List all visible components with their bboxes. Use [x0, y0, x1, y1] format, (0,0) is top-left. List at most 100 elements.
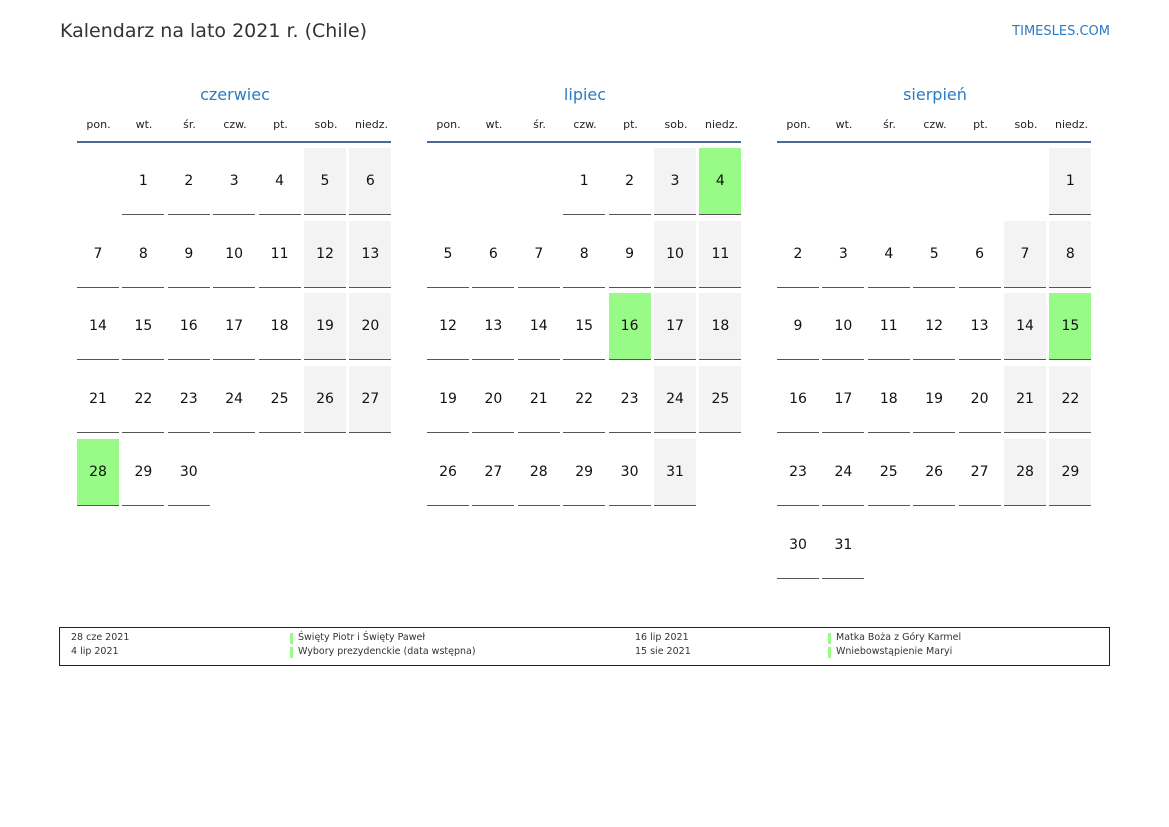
day-cell: 28: [517, 439, 560, 506]
weekday-label: wt.: [485, 118, 503, 131]
day-cell: 30: [167, 439, 210, 506]
legend-date: 16 lip 2021: [635, 632, 689, 643]
month-2: sierpień pon. wt. śr. czw. pt. sob. niedz. 1 2 3 4 5…: [777, 82, 1093, 579]
holiday-marker-icon: [290, 647, 293, 658]
day-cell: 23: [777, 439, 819, 506]
day-cell: 10: [822, 293, 865, 361]
day-cell: 8: [122, 221, 165, 288]
day-cell: 14: [1004, 293, 1046, 361]
day-cell: 24: [822, 439, 865, 506]
holiday-day-cell: 15: [1049, 293, 1092, 361]
day-cell: 17: [822, 366, 865, 434]
day-cell: 25: [258, 366, 301, 434]
day-cell: 5: [913, 221, 956, 288]
day-cell: 18: [258, 293, 301, 361]
legend-date: 4 lip 2021: [71, 646, 119, 657]
site-link[interactable]: TIMESLES.COM: [1012, 24, 1110, 39]
legend-date: 15 sie 2021: [635, 646, 691, 657]
day-cell: 6: [472, 221, 515, 288]
divider: [427, 141, 741, 143]
holiday-marker-icon: [828, 647, 831, 658]
day-cell: 1: [1049, 148, 1092, 215]
day-cell: 26: [913, 439, 956, 506]
day-cell: 11: [867, 293, 910, 361]
day-cell: 3: [654, 148, 696, 215]
weekday-label: pt.: [973, 118, 988, 131]
holiday-legend: 28 cze 2021 Święty Piotr i Święty Paweł …: [59, 627, 1110, 666]
day-cell: 4: [867, 221, 910, 288]
day-cell: 13: [958, 293, 1001, 361]
day-cell: 30: [608, 439, 651, 506]
day-cell: 31: [822, 512, 865, 579]
day-cell: 2: [167, 148, 210, 215]
weekday-label: niedz.: [704, 118, 739, 131]
weekday-label: pon.: [436, 118, 461, 131]
month-name: lipiec: [563, 85, 607, 104]
day-cell: 12: [427, 293, 469, 361]
holiday-marker-icon: [290, 633, 293, 644]
day-cell: 29: [122, 439, 165, 506]
day-cell: 27: [958, 439, 1001, 506]
weekday-label: pt.: [623, 118, 638, 131]
divider: [777, 141, 1091, 143]
weekday-label: pon.: [86, 118, 111, 131]
day-cell: 3: [213, 148, 256, 215]
day-cell: 17: [213, 293, 256, 361]
day-cell: 21: [517, 366, 560, 434]
day-cell: 13: [349, 220, 392, 288]
day-cell: 29: [563, 439, 606, 506]
day-cell: 1: [563, 148, 606, 215]
day-cell: 18: [867, 366, 910, 434]
weekday-label: pon.: [786, 118, 811, 131]
day-cell: 16: [777, 366, 819, 434]
day-cell: 14: [77, 293, 119, 361]
day-cell: 22: [1049, 366, 1092, 434]
day-cell: 22: [563, 366, 606, 434]
weekday-label: czw.: [573, 118, 597, 131]
holiday-day-cell: 28: [77, 438, 119, 506]
day-cell: 19: [304, 293, 346, 361]
month-1: lipiec pon. wt. śr. czw. pt. sob. niedz. 1 2 3 4 5 6 7…: [427, 82, 743, 506]
day-cell: 23: [608, 366, 651, 434]
day-cell: 18: [699, 293, 742, 361]
holiday-day-cell: 4: [699, 148, 742, 215]
day-cell: 16: [167, 293, 210, 361]
day-cell: 11: [258, 221, 301, 288]
page-title: Kalendarz na lato 2021 r. (Chile): [60, 20, 367, 42]
day-cell: 4: [258, 148, 301, 215]
divider: [77, 141, 391, 143]
day-cell: 17: [654, 293, 696, 361]
day-cell: 7: [517, 221, 560, 288]
day-cell: 5: [304, 148, 346, 215]
day-cell: 31: [654, 438, 696, 506]
day-cell: 29: [1049, 438, 1092, 506]
day-cell: 14: [517, 293, 560, 361]
legend-date: 28 cze 2021: [71, 632, 130, 643]
day-cell: 23: [167, 366, 210, 434]
day-cell: 9: [608, 221, 651, 288]
day-cell: 21: [77, 366, 119, 434]
day-cell: 19: [427, 366, 469, 434]
day-cell: 8: [1049, 220, 1092, 288]
legend-holiday: Wybory prezydenckie (data wstępna): [298, 646, 476, 657]
day-cell: 8: [563, 221, 606, 288]
holiday-marker-icon: [828, 633, 831, 644]
day-cell: 5: [427, 221, 469, 288]
day-cell: 13: [472, 293, 515, 361]
day-cell: 6: [958, 221, 1001, 288]
day-cell: 24: [654, 366, 696, 434]
month-name: czerwiec: [200, 85, 270, 104]
weekday-label: śr.: [533, 118, 546, 131]
day-cell: 26: [304, 366, 346, 434]
day-cell: 2: [608, 148, 651, 215]
weekday-label: wt.: [135, 118, 153, 131]
day-cell: 9: [167, 221, 210, 288]
day-cell: 27: [472, 439, 515, 506]
day-cell: 25: [699, 366, 742, 434]
day-cell: 11: [699, 220, 742, 288]
day-cell: 2: [777, 221, 819, 288]
day-cell: 28: [1004, 438, 1046, 506]
day-cell: 7: [1004, 220, 1046, 288]
weekday-label: pt.: [273, 118, 288, 131]
holiday-day-cell: 16: [608, 293, 651, 361]
